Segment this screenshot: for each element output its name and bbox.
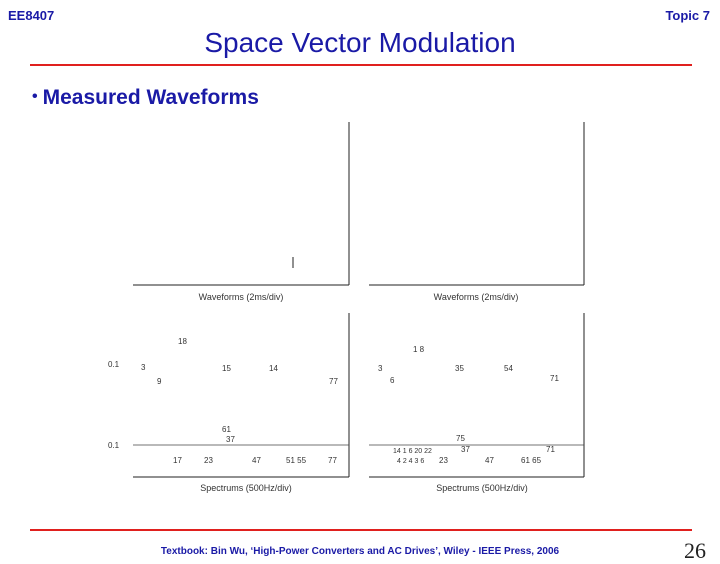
caption-spectrums-left: Spectrums (500Hz/div) [200,483,292,493]
harmonic-label: 6 [390,376,395,385]
harmonic-label: 23 [204,456,213,465]
harmonic-label: 18 [178,337,187,346]
top-divider [30,64,692,66]
harmonic-label: 61 [222,425,231,434]
footer-reference: Textbook: Bin Wu, ‘High-Power Converters… [160,546,560,557]
harmonic-label: 77 [329,377,338,386]
caption-waveforms-right: Waveforms (2ms/div) [434,292,519,302]
harmonic-label: 1 8 [413,345,425,354]
topic-label: Topic 7 [665,8,710,23]
harmonic-label: 14 [269,364,278,373]
harmonic-label: 3 [378,364,383,373]
harmonic-label: 35 [455,364,464,373]
harmonic-label: 75 [456,434,465,443]
harmonic-label: 37 [226,435,235,444]
harmonic-label: 37 [461,445,470,454]
harmonic-label: 47 [485,456,494,465]
harmonic-label: 9 [157,377,162,386]
harmonic-label: 61 65 [521,456,542,465]
page-number: 26 [684,538,706,563]
harmonic-label: 15 [222,364,231,373]
caption-spectrums-right: Spectrums (500Hz/div) [436,483,528,493]
harmonic-label: 51 55 [286,456,307,465]
harmonic-label: 47 [252,456,261,465]
course-code: EE8407 [8,8,55,23]
harmonic-label: 54 [504,364,513,373]
harmonic-label: 14 1 6 20 22 [393,448,432,455]
harmonic-label: 4 2 4 3 6 [397,458,424,465]
level-label: 0.1 [108,360,120,369]
bullet-text: Measured Waveforms [42,86,259,109]
level-label: 0.1 [108,441,120,450]
harmonic-label: 77 [328,456,337,465]
slide-title: Space Vector Modulation [204,27,516,58]
harmonic-label: 3 [141,363,146,372]
harmonic-label: 17 [173,456,182,465]
caption-waveforms-left: Waveforms (2ms/div) [199,292,284,302]
bottom-divider [30,529,692,531]
bullet-dot-icon: • [32,88,38,105]
harmonic-label: 23 [439,456,448,465]
harmonic-label: 71 [550,374,559,383]
bullet-item: • Measured Waveforms [32,86,259,110]
harmonic-label: 71 [546,445,555,454]
